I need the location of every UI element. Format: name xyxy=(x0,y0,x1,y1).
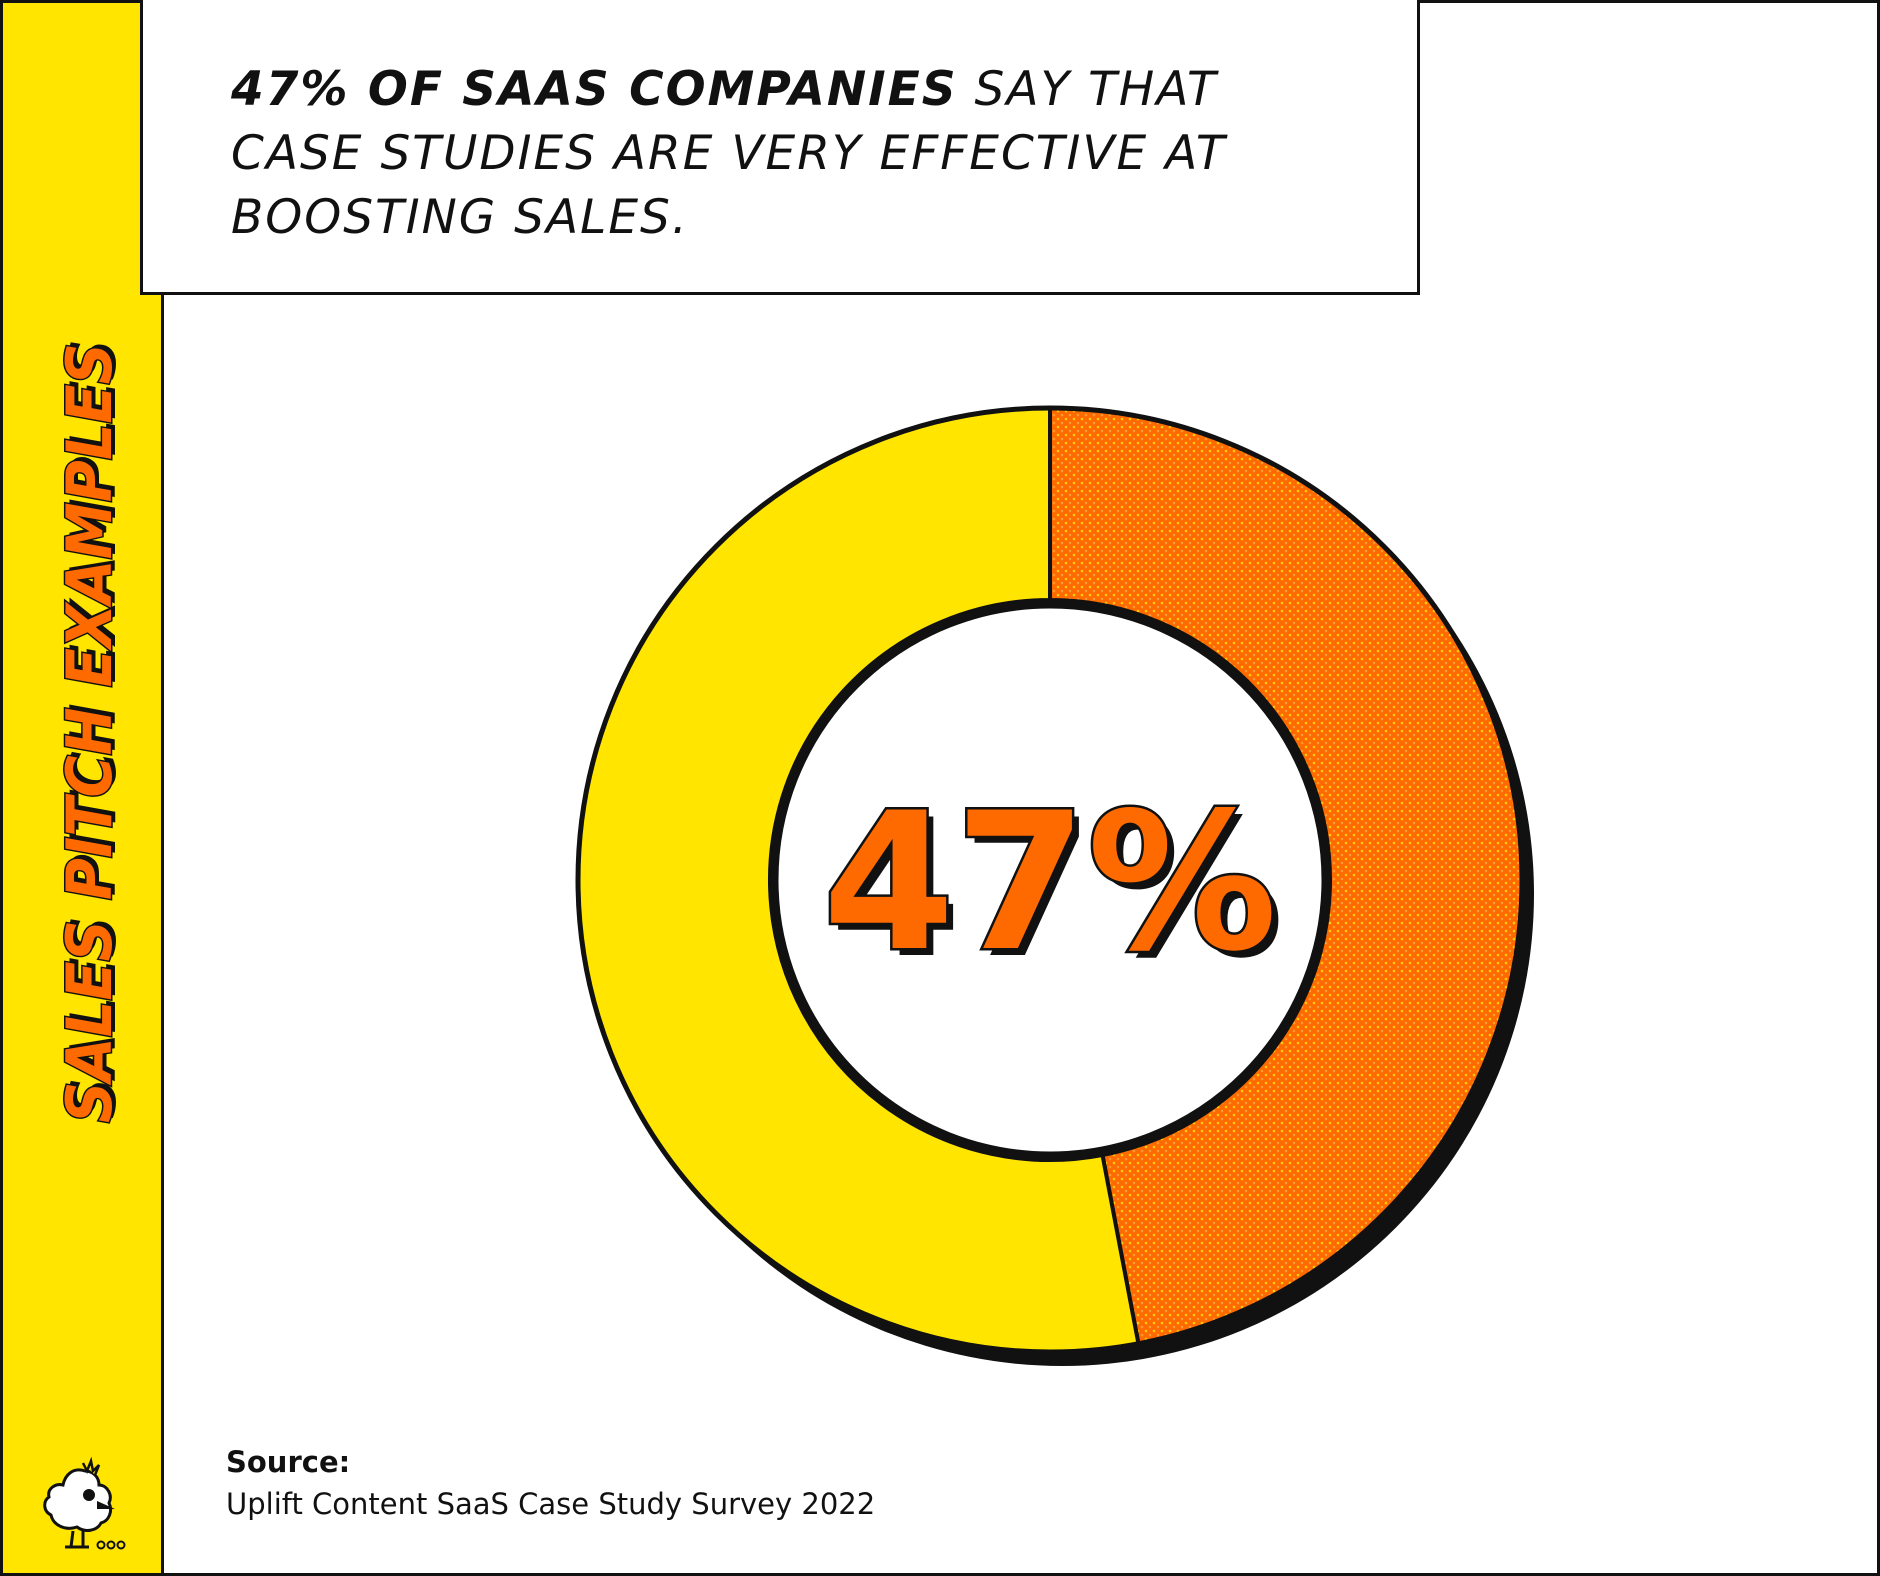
bird-mascot-icon xyxy=(43,1456,126,1550)
headline-emphasis: 47% of SaaS companies xyxy=(231,62,958,117)
donut-chart: 47% 47% xyxy=(575,405,1534,1366)
center-label-shadow: 47% xyxy=(830,779,1285,1000)
sidebar: SALES PITCH EXAMPLES SALES PITCH EXAMPLE… xyxy=(0,0,164,1576)
source-text: Uplift Content SaaS Case Study Survey 20… xyxy=(226,1487,876,1521)
sidebar-title-graphic: SALES PITCH EXAMPLES SALES PITCH EXAMPLE… xyxy=(52,339,131,1125)
headline-box: 47% of SaaS companies say that case stud… xyxy=(140,0,1420,295)
sidebar-title-shadow: SALES PITCH EXAMPLES xyxy=(57,339,130,1119)
headline: 47% of SaaS companies say that case stud… xyxy=(231,58,1231,250)
headline-rest: say that case studies are very effective… xyxy=(231,62,1227,245)
source: Source: Uplift Content SaaS Case Study S… xyxy=(226,1442,875,1526)
source-label: Source: xyxy=(226,1445,351,1479)
donut-outline xyxy=(575,405,1525,1355)
center-label: 47% xyxy=(823,772,1278,993)
donut-hole xyxy=(769,599,1331,1161)
sidebar-title: SALES PITCH EXAMPLES xyxy=(53,343,126,1123)
